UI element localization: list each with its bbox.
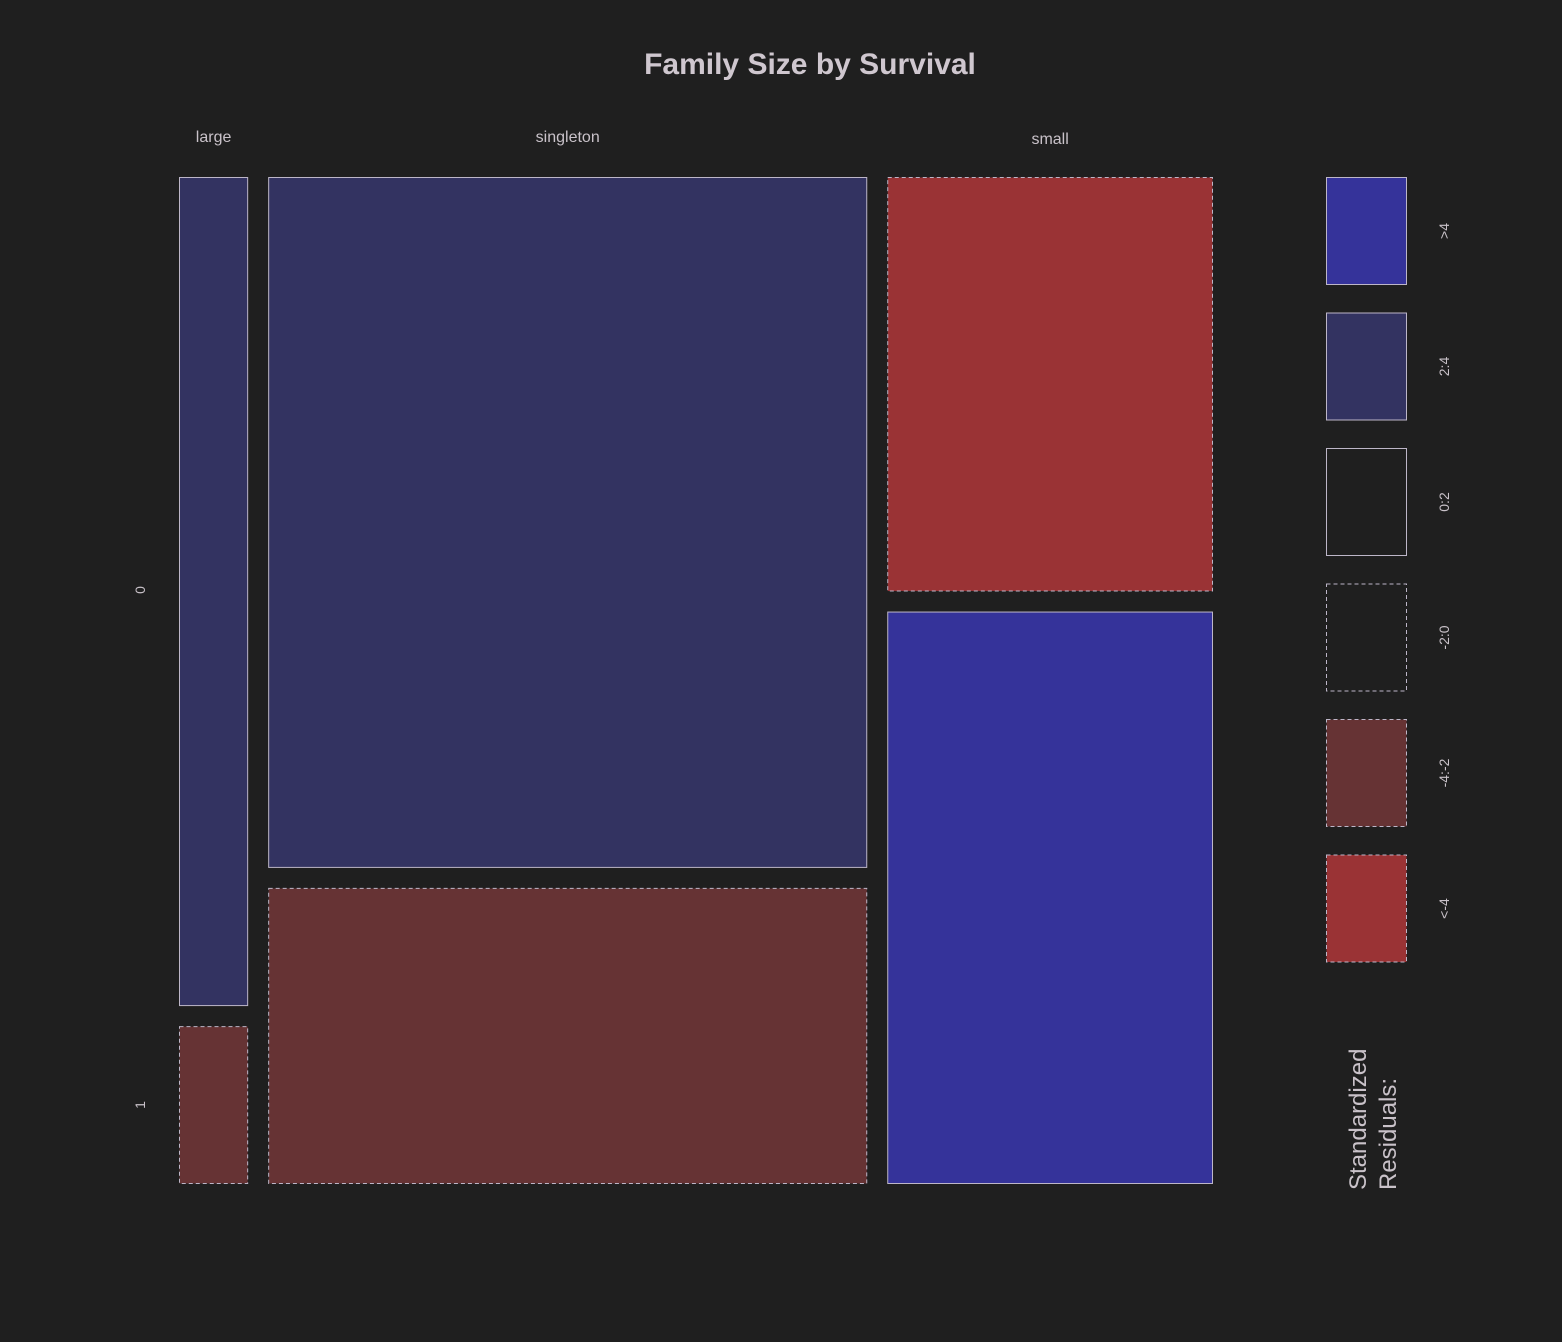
- mosaic-cells: [179, 177, 1214, 1185]
- legend-swatch-4: [1326, 719, 1407, 827]
- mosaic-cell-small-0: [887, 177, 1214, 592]
- legend-swatch-2: [1326, 448, 1407, 556]
- column-label-small: small: [1031, 131, 1068, 148]
- column-labels: large singleton small: [196, 129, 1069, 148]
- row-labels: 01: [132, 586, 148, 1109]
- mosaic-cell-singleton-1: [268, 887, 868, 1185]
- residual-legend: >4 2:4 0:2 -2:0 -4:-2 <-4: [1326, 177, 1452, 963]
- legend-label-0: >4: [1436, 223, 1452, 239]
- legend-swatch-5: [1326, 854, 1407, 963]
- legend-label-1: 2:4: [1436, 357, 1452, 377]
- mosaic-cell-singleton-0: [268, 177, 868, 868]
- mosaic-cell-large-0: [179, 177, 249, 1007]
- legend-label-5: <-4: [1436, 898, 1452, 919]
- column-label-singleton: singleton: [536, 129, 600, 146]
- legend-swatch-1: [1326, 312, 1407, 421]
- mosaic-cell-large-1: [179, 1026, 249, 1184]
- legend-swatch-0: [1326, 177, 1407, 285]
- chart-title: Family Size by Survival: [644, 48, 976, 81]
- row-label-0: 0: [132, 586, 148, 594]
- legend-title-line-1: Standardized: [1345, 1049, 1372, 1190]
- mosaic-cell-small-1: [887, 611, 1214, 1184]
- legend-title-line-2: Residuals:: [1375, 1078, 1402, 1190]
- legend-swatch-3: [1326, 583, 1407, 692]
- legend-label-4: -4:-2: [1436, 758, 1452, 787]
- row-label-1: 1: [132, 1101, 148, 1109]
- legend-label-2: 0:2: [1436, 492, 1452, 512]
- legend-label-3: -2:0: [1436, 625, 1452, 649]
- column-label-large: large: [196, 129, 232, 146]
